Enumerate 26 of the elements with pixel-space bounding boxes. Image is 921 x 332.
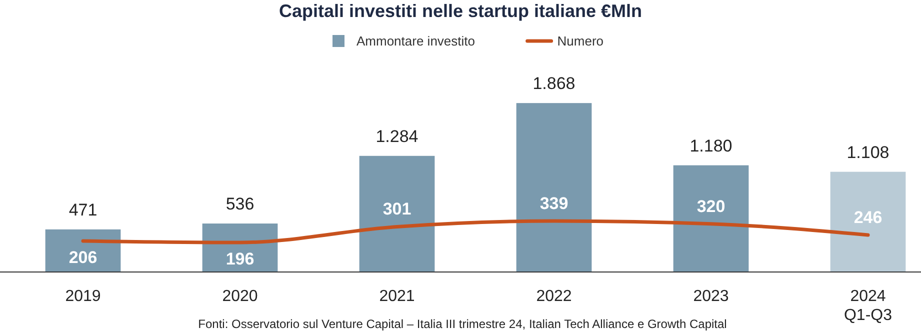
bar xyxy=(359,156,435,272)
data-label: 1.284 xyxy=(376,126,418,146)
legend-label: Numero xyxy=(557,34,604,48)
x-tick-label: 2020 xyxy=(222,288,258,305)
data-label: 471 xyxy=(68,200,98,220)
data-label: 246 xyxy=(854,208,882,227)
data-label: 320 xyxy=(696,196,726,216)
x-tick-label: 2021 xyxy=(379,288,415,305)
x-tick-label: 2019 xyxy=(65,288,101,305)
data-label: 206 xyxy=(68,248,98,267)
x-tick-label: 2023 xyxy=(693,288,729,305)
x-tick-label: 2024 Q1-Q3 xyxy=(844,288,892,324)
bar xyxy=(516,103,592,272)
data-label: 1.108 xyxy=(846,142,890,162)
text: Fonti: Osservatorio sul Venture Capital – Italia III trimestre 24, Italian Tech Alliance e Growth Capital xyxy=(198,317,727,331)
data-label: 301 xyxy=(382,200,412,219)
x-tick-label: 2022 xyxy=(536,288,572,305)
bar xyxy=(673,165,749,272)
legend-label: Ammontare investito xyxy=(356,34,475,48)
data-label: 339 xyxy=(540,194,568,213)
data-label: 1.868 xyxy=(532,74,576,94)
data-label: 196 xyxy=(226,250,254,268)
data-label: 536 xyxy=(226,194,254,214)
bar xyxy=(830,172,906,272)
chart-title: Capitali investiti nelle startup italiane €Mln xyxy=(278,1,642,21)
data-label: 1.180 xyxy=(690,136,732,156)
